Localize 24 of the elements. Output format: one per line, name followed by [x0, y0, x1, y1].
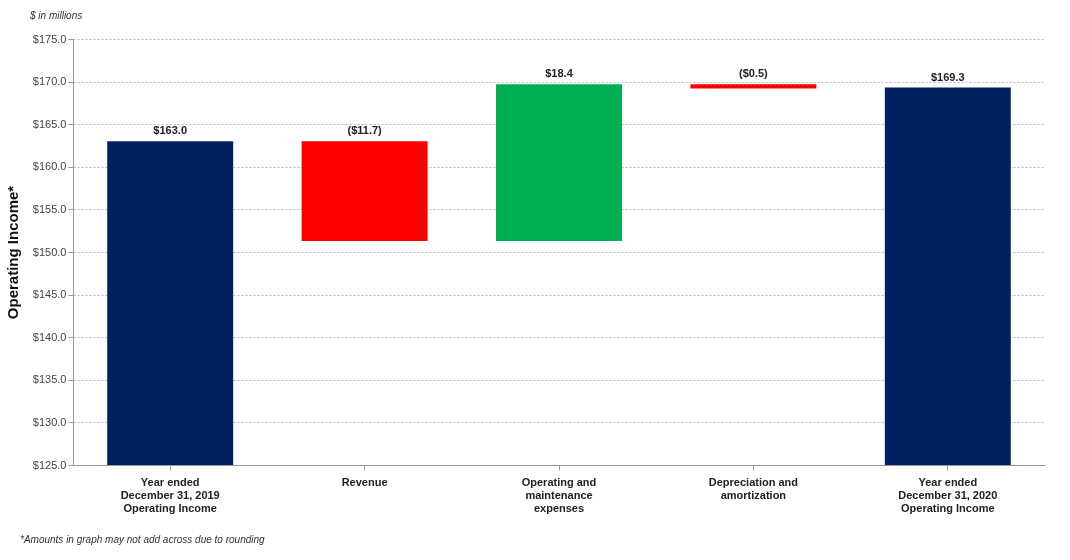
y-tick-label: $175.0 [32, 32, 67, 45]
chart-subtitle: $ in millions [29, 9, 84, 23]
data-label: ($0.5) [739, 67, 769, 80]
data-label: ($11.7) [347, 124, 383, 137]
y-tick-label: $170.0 [32, 75, 67, 88]
y-tick-label: $140.0 [32, 330, 67, 343]
data-label: $169.3 [930, 70, 965, 83]
text: *Amounts in graph may not add across due to rounding [19, 534, 266, 545]
y-tick-label: $165.0 [32, 117, 67, 130]
data-label: $163.0 [153, 124, 188, 137]
y-axis-title: Operating Income* [3, 185, 21, 320]
x-tick-label: Year ended December 31, 2020 Operating Income [898, 475, 998, 514]
x-tick-label: Year ended December 31, 2019 Operating Income [120, 475, 220, 514]
x-tick-label: Depreciation and amortization [708, 475, 799, 501]
y-tick-label: $150.0 [32, 245, 67, 258]
y-tick-label: $155.0 [32, 202, 67, 215]
y-tick-label: $145.0 [32, 288, 67, 301]
y-tick-label: $125.0 [32, 458, 67, 471]
x-tick-label: Operating and maintenance expenses [521, 475, 597, 514]
y-tick-label: $160.0 [32, 160, 67, 173]
x-tick-label: Revenue [341, 475, 388, 488]
y-tick-label: $130.0 [32, 415, 67, 428]
data-label: $18.4 [545, 67, 574, 80]
y-tick-label: $135.0 [32, 373, 67, 386]
